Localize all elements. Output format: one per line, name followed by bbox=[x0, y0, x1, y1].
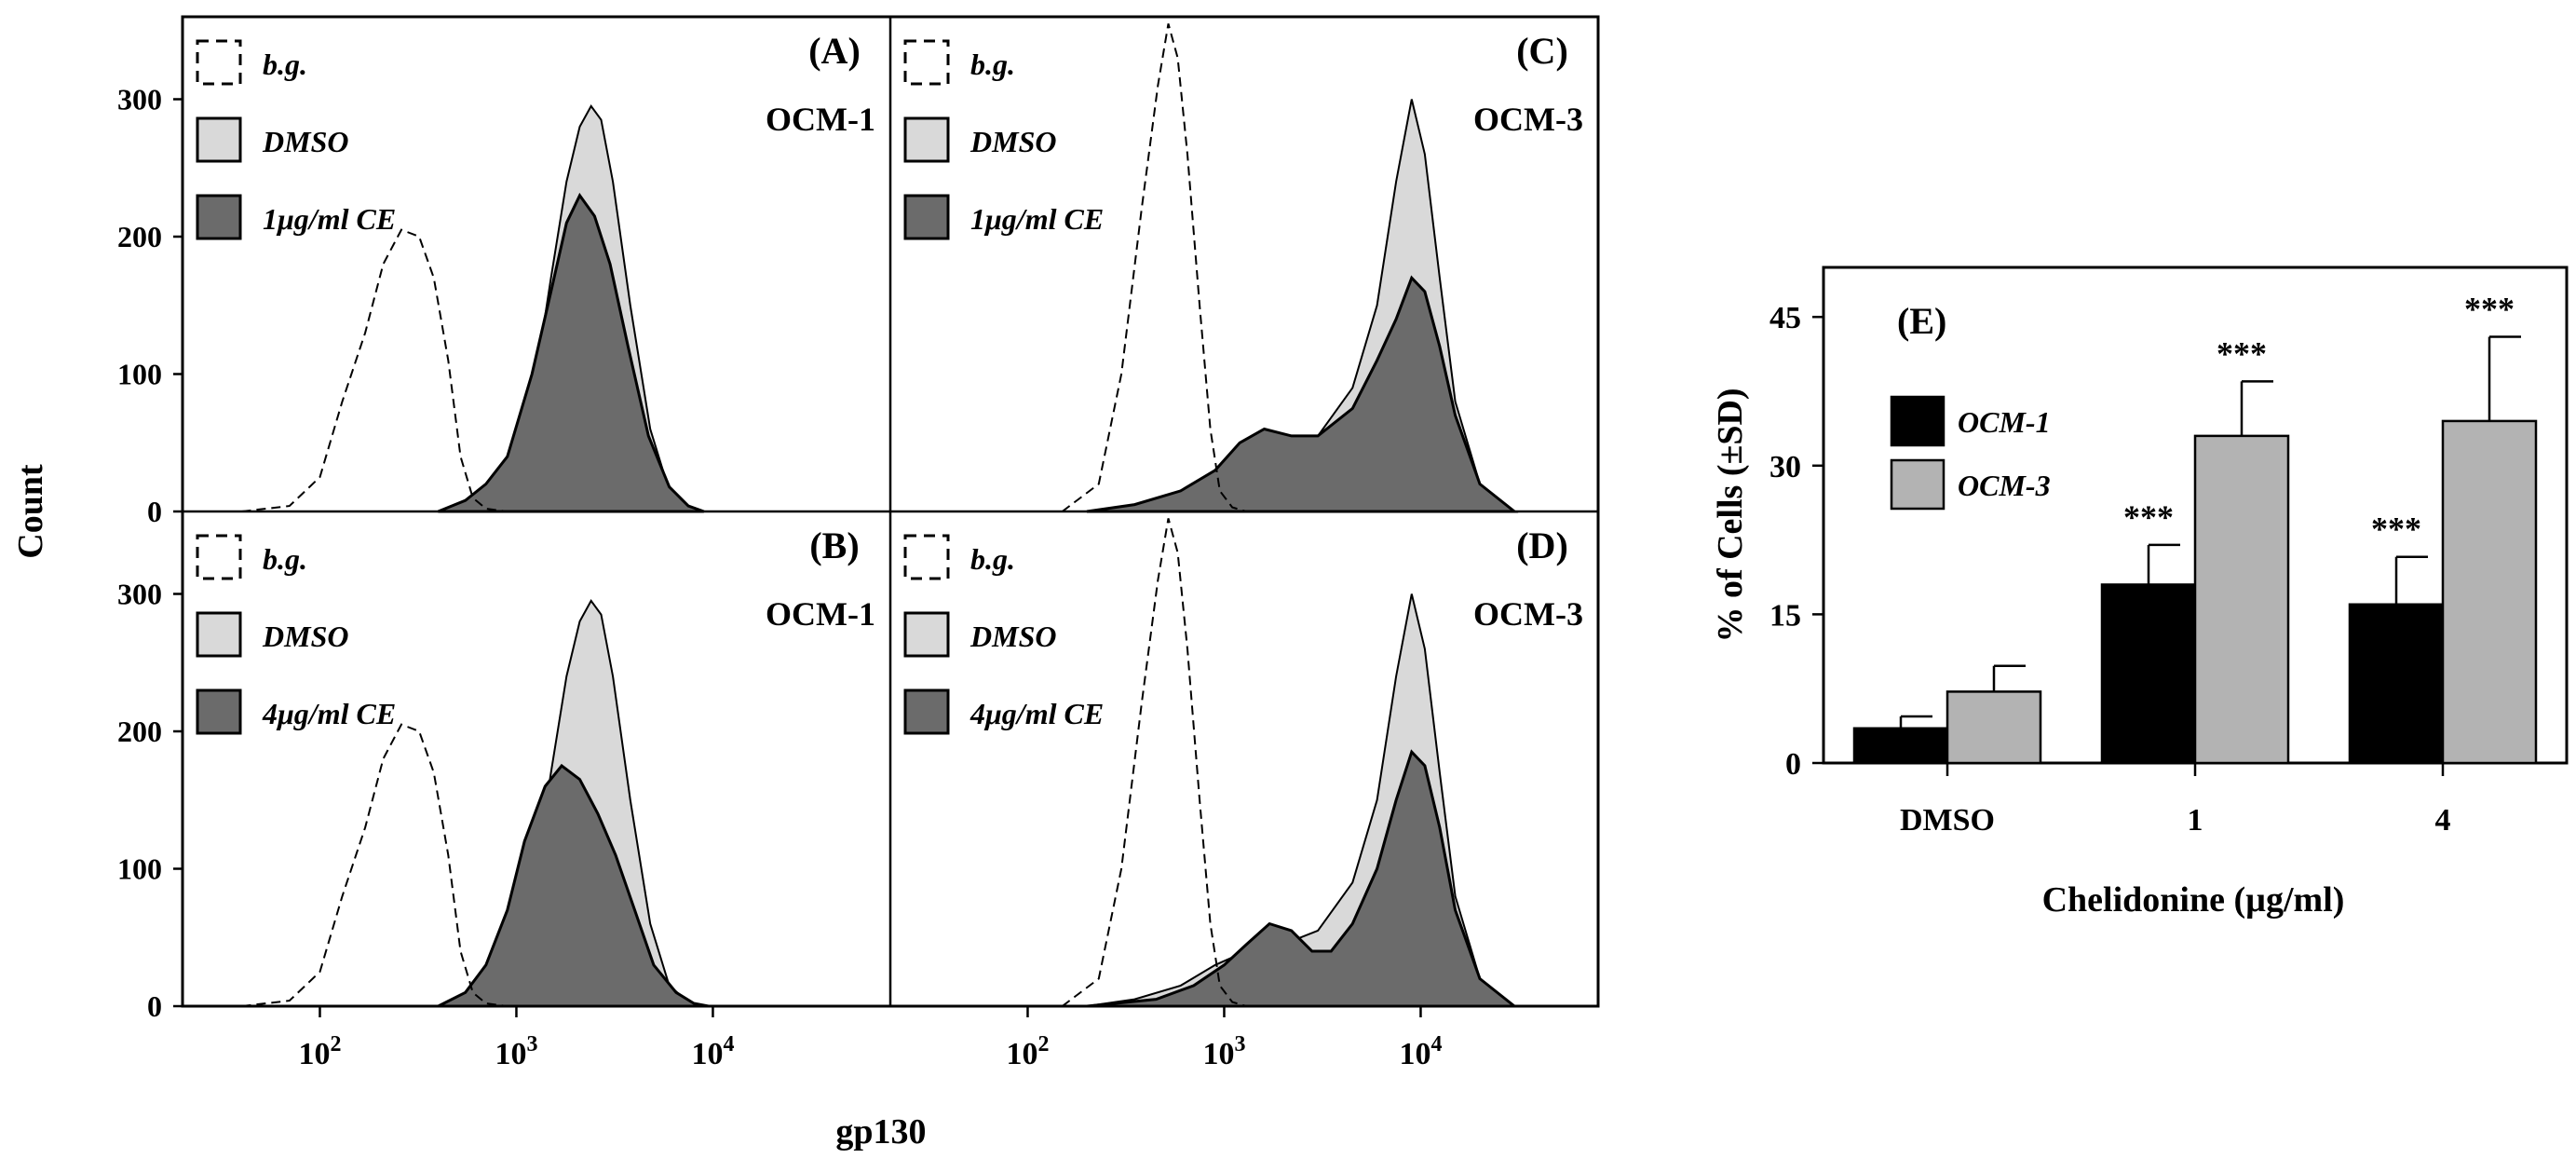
histogram-ce-d bbox=[1086, 749, 1519, 1008]
histogram-ce-c bbox=[1086, 275, 1519, 513]
panel-tag-c: (C) bbox=[1516, 30, 1568, 72]
panel-cell-line-b: OCM-1 bbox=[766, 595, 875, 633]
bar-y-tick-label: 0 bbox=[1785, 747, 1801, 782]
bar-x-tick-label: DMSO bbox=[1900, 803, 1995, 838]
bar-y-axis-label: % of Cells (±SD) bbox=[1711, 388, 1750, 642]
legend-swatch-bg bbox=[196, 39, 242, 86]
bar-legend-swatch-ocm-1 bbox=[1890, 395, 1946, 447]
legend-label-dmso: DMSO bbox=[262, 620, 348, 653]
legend-swatch-ce bbox=[196, 688, 242, 735]
flow-y-axis-label: Count bbox=[11, 464, 50, 559]
bar-x-tick-label: 1 bbox=[2188, 803, 2203, 838]
significance-marker: *** bbox=[2217, 334, 2267, 372]
legend-label-ce: 4μg/ml CE bbox=[262, 697, 396, 730]
histogram-bg-d bbox=[1061, 518, 1247, 1007]
significance-marker: *** bbox=[2123, 498, 2174, 536]
legend-label-bg: b.g. bbox=[970, 542, 1015, 576]
histogram-bg-b bbox=[241, 723, 508, 1007]
bar-x-axis-label: Chelidonine (µg/ml) bbox=[2042, 880, 2345, 920]
bar-ocm-3-1 bbox=[2193, 434, 2290, 765]
legend-label-dmso: DMSO bbox=[969, 125, 1056, 158]
bar-ocm-3-2 bbox=[2441, 419, 2538, 765]
y-tick-label: 200 bbox=[117, 715, 162, 748]
bar-ocm-3-0 bbox=[1946, 690, 2042, 765]
panel-tag-d: (D) bbox=[1516, 525, 1568, 566]
bar-legend-label-ocm-3: OCM-3 bbox=[1958, 469, 2051, 502]
panel-cell-line-c: OCM-3 bbox=[1473, 101, 1583, 138]
y-tick-label: 100 bbox=[117, 358, 162, 391]
flow-x-axis-label: gp130 bbox=[835, 1112, 926, 1152]
histogram-ce-a bbox=[437, 192, 705, 513]
flow-histograms: b.g. DMSO 1μg/ml CE (A) OCM-1 b.g. DMSO 4μg/ml … bbox=[11, 15, 1600, 1152]
x-tick-label: 103 bbox=[495, 1032, 537, 1071]
bar-x-tick-label: 4 bbox=[2435, 803, 2451, 838]
histogram-bg-c bbox=[1061, 23, 1247, 512]
flow-panel-b: b.g. DMSO 4μg/ml CE (B) OCM-1 bbox=[196, 525, 875, 1008]
bar-chart-panel-e: (E) 0 15 30 45 DMSO 1 4 *** *** *** *** OCM-1 OCM-… bbox=[1711, 266, 2569, 920]
significance-marker: *** bbox=[2371, 511, 2421, 548]
legend-label-bg: b.g. bbox=[970, 48, 1015, 81]
bar-ocm-1-0 bbox=[1852, 727, 1949, 765]
panel-cell-line-a: OCM-1 bbox=[766, 101, 875, 138]
panel-tag-a: (A) bbox=[808, 30, 861, 72]
y-tick-label: 0 bbox=[147, 989, 162, 1023]
x-tick-label: 103 bbox=[1202, 1032, 1245, 1071]
legend-swatch-dmso bbox=[196, 611, 242, 658]
legend-label-ce: 1μg/ml CE bbox=[970, 202, 1104, 236]
flow-panel-c: b.g. DMSO 1μg/ml CE (C) OCM-3 bbox=[903, 23, 1583, 513]
bar-y-tick-label: 30 bbox=[1769, 450, 1801, 484]
panel-tag-b: (B) bbox=[809, 525, 859, 566]
x-tick-label: 102 bbox=[1006, 1032, 1049, 1071]
legend-swatch-bg bbox=[903, 39, 950, 86]
legend-label-dmso: DMSO bbox=[969, 620, 1056, 653]
x-tick-label: 104 bbox=[1399, 1032, 1442, 1071]
bar-y-tick-label: 45 bbox=[1769, 301, 1801, 335]
legend-label-ce: 1μg/ml CE bbox=[263, 202, 396, 236]
legend-swatch-bg bbox=[903, 534, 950, 580]
legend-swatch-ce bbox=[196, 194, 242, 240]
x-tick-label: 102 bbox=[298, 1032, 341, 1071]
bar-ocm-1-1 bbox=[2100, 583, 2197, 765]
bar-legend-label-ocm-1: OCM-1 bbox=[1958, 405, 2051, 439]
bar-legend-swatch-ocm-3 bbox=[1890, 458, 1946, 511]
y-tick-label: 0 bbox=[147, 495, 162, 528]
significance-marker: *** bbox=[2464, 290, 2515, 327]
legend-swatch-dmso bbox=[196, 116, 242, 163]
legend-label-dmso: DMSO bbox=[262, 125, 348, 158]
y-tick-label: 300 bbox=[117, 578, 162, 611]
flow-panel-d: b.g. DMSO 4μg/ml CE (D) OCM-3 bbox=[903, 518, 1583, 1008]
flow-panel-a: b.g. DMSO 1μg/ml CE (A) OCM-1 bbox=[196, 30, 875, 513]
panel-cell-line-d: OCM-3 bbox=[1473, 595, 1583, 633]
legend-label-bg: b.g. bbox=[263, 48, 307, 81]
legend-label-ce: 4μg/ml CE bbox=[969, 697, 1104, 730]
histogram-ce-b bbox=[437, 763, 710, 1008]
y-tick-label: 300 bbox=[117, 83, 162, 116]
bar-ocm-1-2 bbox=[2348, 603, 2445, 765]
bar-y-tick-label: 15 bbox=[1769, 598, 1801, 633]
legend-swatch-dmso bbox=[903, 116, 950, 163]
legend-swatch-bg bbox=[196, 534, 242, 580]
legend-swatch-ce bbox=[903, 688, 950, 735]
histogram-bg-a bbox=[241, 228, 508, 512]
legend-label-bg: b.g. bbox=[263, 542, 307, 576]
bar-panel-tag: (E) bbox=[1897, 300, 1946, 342]
y-tick-label: 200 bbox=[117, 220, 162, 253]
y-tick-label: 100 bbox=[117, 852, 162, 886]
x-tick-label: 104 bbox=[691, 1032, 734, 1071]
legend-swatch-ce bbox=[903, 194, 950, 240]
legend-swatch-dmso bbox=[903, 611, 950, 658]
